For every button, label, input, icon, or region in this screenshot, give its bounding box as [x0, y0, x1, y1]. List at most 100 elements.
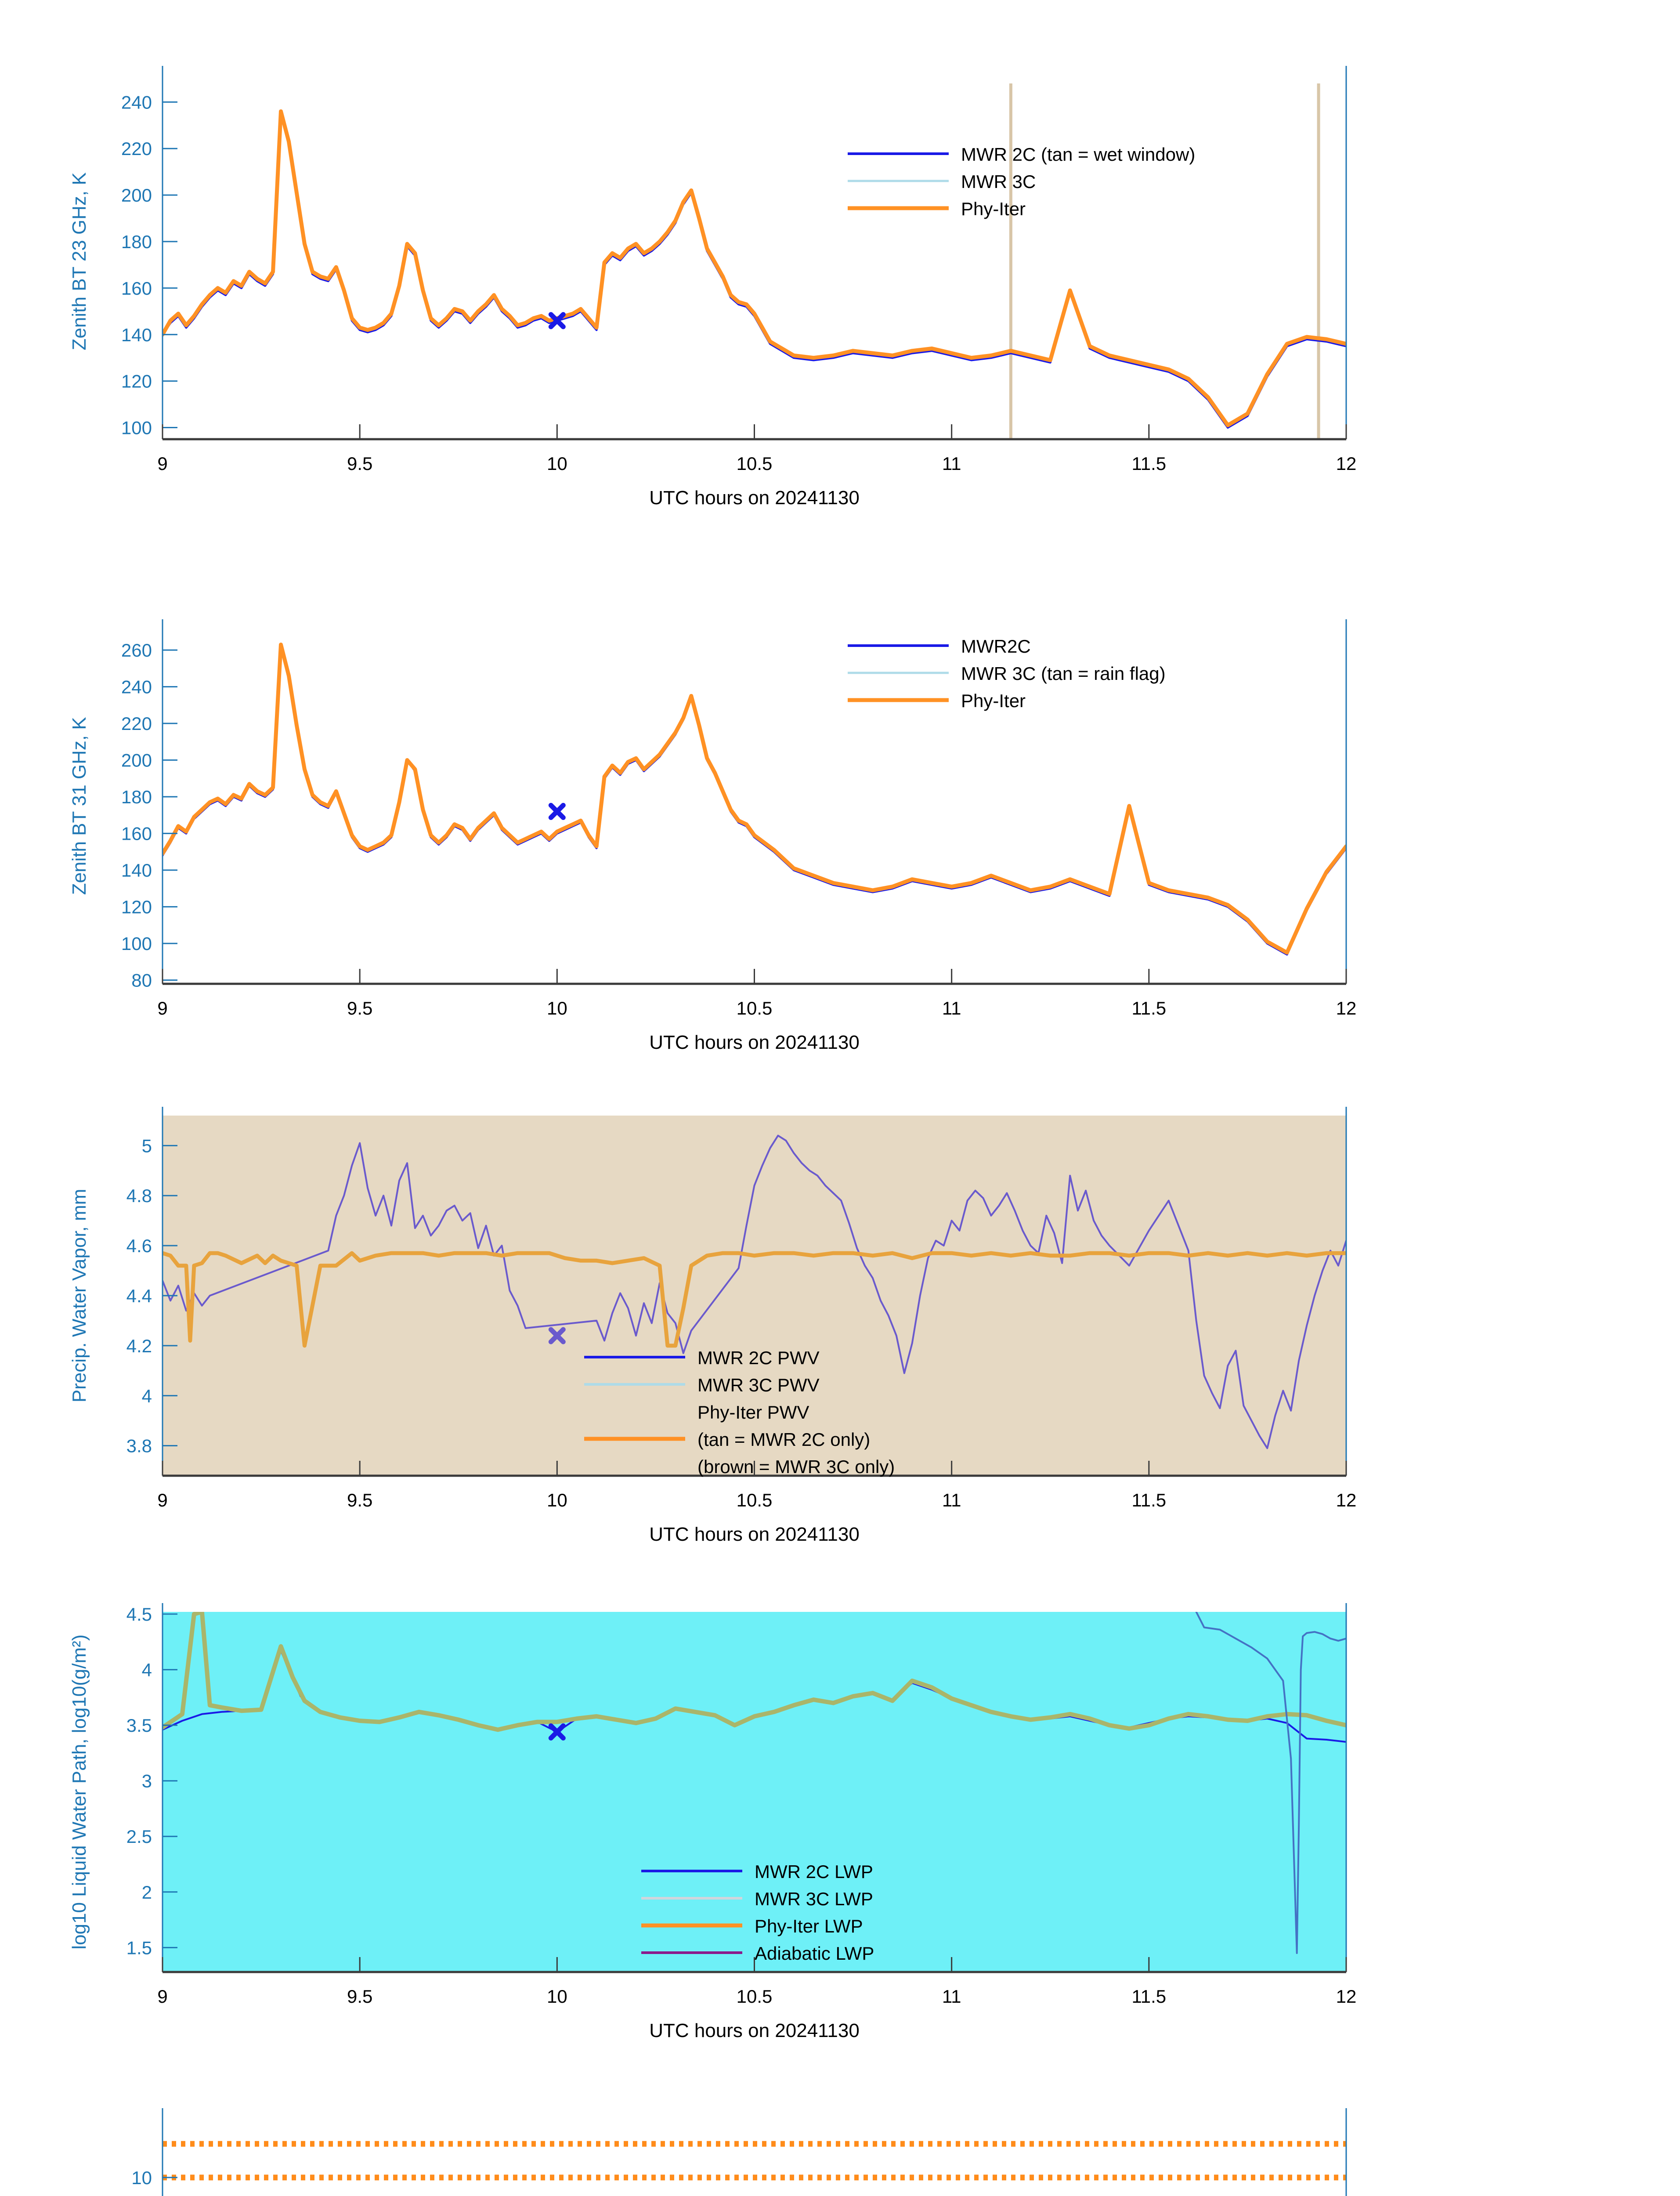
panel-lwp-xtick-label-4: 11 — [942, 1986, 961, 2007]
panel-lwp-trace-3 — [1195, 1612, 1346, 1954]
panel-lwp-xtick-label-6: 12 — [1336, 1986, 1357, 2007]
panel-lwp-xtick-label-1: 9.5 — [347, 1986, 372, 2007]
panel-bt23-xtick-label-1: 9.5 — [347, 453, 372, 474]
panel-bt31-xtick-label-2: 10 — [547, 998, 567, 1019]
panel-pwv-ytick-label-3: 4.4 — [126, 1286, 152, 1306]
panel-lwp-xtick-label-5: 11.5 — [1132, 1986, 1167, 2007]
panel-bt23-ytick-label-5: 200 — [121, 185, 152, 206]
panel-bt31-yaxis-title: Zenith BT 31 GHz, K — [69, 717, 90, 895]
panel-lwp-legend-label-0: MWR 2C LWP — [755, 1861, 873, 1882]
panel-bt23-xtick-label-3: 10.5 — [737, 453, 773, 474]
panel-bt23-legend-label-1: MWR 3C — [961, 171, 1036, 192]
panel-bt23-trace-2 — [163, 109, 1346, 427]
panel-bt31-xtick-label-3: 10.5 — [737, 998, 773, 1019]
panel-bt31-legend-label-2: Phy-Iter — [961, 690, 1026, 711]
panel-pwv: 3.8 4 4.2 4.4 4.6 4.8 5 9 9.5 10 10.5 11 11.5 12 UTC h… — [0, 1085, 1680, 1590]
panel-bt23: 100 120 140 160 180 200 220 240 9 9.5 10 10.5 11 11.5… — [0, 0, 1680, 589]
panel-bt23-yaxis-title: Zenith BT 23 GHz, K — [69, 172, 90, 350]
panel-lwp-ytick-label-1: 2 — [142, 1882, 152, 1903]
panel-bt31-xtick-label-0: 9 — [157, 998, 167, 1019]
panel-bt23-ytick-label-0: 100 — [121, 418, 152, 438]
panel-bt23-xtick-label-5: 11.5 — [1132, 453, 1167, 474]
panel-pwv-legend-label-0: MWR 2C PWV — [697, 1347, 820, 1368]
panel-pwv-xtick-label-3: 10.5 — [737, 1490, 773, 1510]
panel-lwp-legend-label-1: MWR 3C LWP — [755, 1889, 873, 1909]
panel-bt31-ytick-label-7: 220 — [121, 713, 152, 734]
panel-bt31-plot-background — [163, 628, 1346, 984]
panel-bt31-legend: MWR2C MWR 3C (tan = rain flag) Phy-Iter — [848, 636, 1166, 711]
panel-pwv-legend: MWR 2C PWV MWR 3C PWV Phy-Iter PWV (tan = M… — [584, 1347, 895, 1477]
panel-lwp-ytick-label-6: 4.5 — [126, 1604, 152, 1625]
panel-lwp-xaxis-title: UTC hours on 20241130 — [649, 2020, 860, 2041]
panel-pwv-xtick-label-4: 11 — [942, 1490, 961, 1510]
panel-pwv-xtick-label-5: 11.5 — [1132, 1490, 1167, 1510]
panel-bt31-ytick-label-3: 140 — [121, 860, 152, 881]
panel-bt31-legend-label-1: MWR 3C (tan = rain flag) — [961, 663, 1166, 684]
panel-pwv-ytick-label-6: 5 — [142, 1135, 152, 1156]
panel-bt31-svg: 80 100 120 140 160 180 200 220 240 260 9 9.5 10 10.5 1… — [69, 619, 1357, 1053]
panel-bt23-legend-label-0: MWR 2C (tan = wet window) — [961, 144, 1195, 165]
panel-bt23-ytick-label-3: 160 — [121, 278, 152, 299]
panel-lwp-legend-label-3: Adiabatic LWP — [755, 1943, 874, 1964]
panel-bt23-plot-background — [163, 83, 1346, 439]
panel-lwp-legend-label-2: Phy-Iter LWP — [755, 1916, 863, 1936]
panel-pwv-ytick-label-2: 4.2 — [126, 1336, 152, 1356]
panel-bt23-ytick-label-2: 140 — [121, 325, 152, 345]
panel-bt31-xtick-label-4: 11 — [942, 998, 961, 1019]
panel-pwv-yaxis-title: Precip. Water Vapor, mm — [69, 1189, 90, 1403]
panel-bt23-xtick-label-2: 10 — [547, 453, 567, 474]
panel-dq-plot-background — [163, 2117, 1346, 2196]
panel-lwp-xtick-label-3: 10.5 — [737, 1986, 773, 2007]
panel-bt23-legend-label-2: Phy-Iter — [961, 199, 1026, 219]
panel-pwv-legend-label-1: MWR 3C PWV — [697, 1375, 820, 1395]
panel-bt31-xtick-label-6: 12 — [1336, 998, 1357, 1019]
panel-bt31-ytick-label-5: 180 — [121, 787, 152, 807]
panel-bt23-ytick-label-4: 180 — [121, 231, 152, 252]
panel-bt31-ytick-label-4: 160 — [121, 824, 152, 844]
panel-bt31-xtick-label-1: 9.5 — [347, 998, 372, 1019]
panel-lwp-plot-background — [163, 1612, 1346, 1972]
panel-lwp-ytick-label-3: 3 — [142, 1771, 152, 1791]
panel-pwv-legend-label-4: (brown = MWR 3C only) — [697, 1456, 895, 1477]
panel-pwv-plot-background — [163, 1116, 1346, 1476]
panel-bt31-x-marker-0 — [548, 803, 566, 820]
panel-dq-ytick-label-5: 10 — [131, 2167, 152, 2188]
panel-pwv-x-marker-0 — [548, 1327, 566, 1344]
panel-pwv-trace-0 — [163, 1134, 1346, 1449]
panel-pwv-xtick-label-2: 10 — [547, 1490, 567, 1510]
panel-lwp-x-marker-0 — [548, 1723, 566, 1741]
panel-bt23-svg: 100 120 140 160 180 200 220 240 9 9.5 10 10.5 11 11.5… — [69, 66, 1357, 509]
panel-bt31-ytick-label-8: 240 — [121, 677, 152, 697]
panel-bt23-xtick-label-0: 9 — [157, 453, 167, 474]
panel-lwp-ytick-label-4: 3.5 — [126, 1715, 152, 1736]
panel-lwp: 1.5 2 2.5 3 3.5 4 4.5 9 9.5 10 10.5 11 11.5 12 UTC hou… — [0, 1590, 1680, 2082]
panel-lwp-ytick-label-0: 1.5 — [126, 1937, 152, 1958]
panel-lwp-ytick-label-2: 2.5 — [126, 1826, 152, 1847]
panel-bt23-xtick-label-4: 11 — [942, 453, 961, 474]
panel-bt23-xtick-label-6: 12 — [1336, 453, 1357, 474]
panel-lwp-svg: 1.5 2 2.5 3 3.5 4 4.5 9 9.5 10 10.5 11 11.5 12 UTC hou… — [69, 1603, 1357, 2041]
panel-bt31: 80 100 120 140 160 180 200 220 240 260 9 9.5 10 10.5 1… — [0, 589, 1680, 1085]
panel-lwp-xtick-label-2: 10 — [547, 1986, 567, 2007]
panel-pwv-svg: 3.8 4 4.2 4.4 4.6 4.8 5 9 9.5 10 10.5 11 11.5 12 UTC h… — [69, 1107, 1357, 1545]
panel-bt31-ytick-label-2: 120 — [121, 897, 152, 917]
panel-pwv-xtick-label-1: 9.5 — [347, 1490, 372, 1510]
panel-bt31-trace-2 — [163, 643, 1346, 955]
panel-bt31-xaxis-title: UTC hours on 20241130 — [649, 1032, 860, 1053]
panel-bt31-ytick-label-6: 200 — [121, 750, 152, 771]
panel-pwv-xaxis-title: UTC hours on 20241130 — [649, 1524, 860, 1545]
panel-pwv-ytick-label-5: 4.8 — [126, 1185, 152, 1206]
panel-pwv-ytick-label-4: 4.6 — [126, 1235, 152, 1256]
panel-lwp-xtick-label-0: 9 — [157, 1986, 167, 2007]
panel-pwv-legend-label-2: Phy-Iter PWV — [697, 1402, 809, 1423]
panel-pwv-legend-label-3: (tan = MWR 2C only) — [697, 1429, 870, 1450]
panel-pwv-ytick-label-1: 4 — [142, 1386, 152, 1406]
panel-bt31-xtick-label-5: 11.5 — [1132, 998, 1167, 1019]
panel-bt23-legend: MWR 2C (tan = wet window) MWR 3C Phy-Iter — [848, 144, 1195, 219]
panel-bt23-ytick-label-1: 120 — [121, 371, 152, 392]
panel-pwv-xtick-label-6: 12 — [1336, 1490, 1357, 1510]
panel-bt23-x-marker-0 — [548, 312, 566, 329]
